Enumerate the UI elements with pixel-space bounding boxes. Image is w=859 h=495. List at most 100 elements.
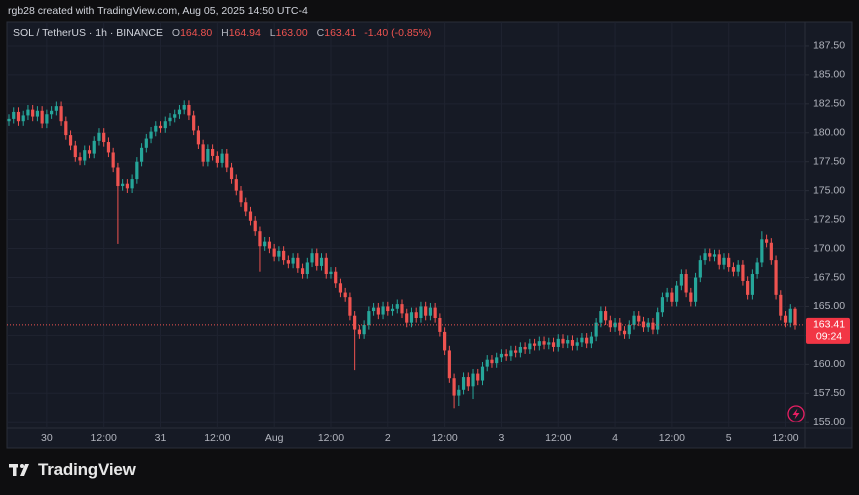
candle-body <box>400 304 404 314</box>
change: -1.40 (-0.85%) <box>364 27 432 39</box>
candle-body <box>315 253 319 266</box>
candle-body <box>755 262 759 275</box>
candle-body <box>390 308 395 312</box>
candle-body <box>144 138 148 148</box>
y-tick-label: 177.50 <box>813 156 845 168</box>
candle-body <box>106 142 111 153</box>
candle-body <box>7 118 11 122</box>
candle-body <box>111 152 115 168</box>
x-tick-label: 12:00 <box>431 432 457 444</box>
candle-body <box>196 130 200 145</box>
candle-body <box>594 322 598 337</box>
candle-body <box>499 353 504 358</box>
candle-body <box>130 179 134 189</box>
x-tick-label: 4 <box>612 432 618 444</box>
candle-body <box>367 311 371 325</box>
candle-body <box>556 338 560 347</box>
candle-body <box>570 340 575 346</box>
candle-body <box>684 274 688 293</box>
candle-body <box>362 324 366 335</box>
candle-body <box>319 257 324 266</box>
candle-body <box>329 271 333 275</box>
candle-body <box>443 331 447 351</box>
candle-body <box>604 311 608 321</box>
candle-body <box>267 241 272 249</box>
candle-body <box>585 337 589 344</box>
ohlc-key: C <box>316 27 325 39</box>
candle-body <box>698 260 702 278</box>
brand-logo <box>9 464 29 476</box>
y-tick-label: 157.50 <box>813 387 845 399</box>
candle-body <box>736 264 740 272</box>
candle-body <box>177 109 182 115</box>
candle-body <box>239 190 243 203</box>
candle-body <box>566 340 570 344</box>
candle-body <box>225 153 229 168</box>
candle-body <box>608 320 612 328</box>
candle-body <box>561 338 565 344</box>
candle-body <box>409 312 414 323</box>
candle-body <box>589 336 593 344</box>
chart-panel <box>6 21 853 449</box>
candle-body <box>618 322 622 331</box>
candle-body <box>286 260 290 264</box>
candle-body <box>532 343 537 346</box>
candle-body <box>139 147 144 162</box>
candle-body <box>750 274 754 295</box>
candle-body <box>783 315 788 323</box>
candle-body <box>182 104 186 110</box>
candle-body <box>296 257 300 269</box>
y-tick-label: 180.00 <box>813 127 845 139</box>
candle-body <box>353 315 357 330</box>
candle-body <box>258 231 262 247</box>
candle-body <box>490 359 494 364</box>
candle-body <box>376 307 380 315</box>
candle-body <box>523 346 527 350</box>
candle-body <box>87 150 92 154</box>
candle-body <box>64 121 68 136</box>
candle-body <box>703 253 707 261</box>
candle-body <box>637 315 641 322</box>
candle-body <box>31 109 35 117</box>
candle-body <box>73 145 77 158</box>
candle-body <box>764 239 769 243</box>
candle-body <box>135 161 139 180</box>
y-tick-label: 167.50 <box>813 271 845 283</box>
candle-body <box>215 155 219 163</box>
candle-body <box>35 110 40 117</box>
candle-body <box>234 179 238 191</box>
candle-body <box>206 148 210 162</box>
candle-body <box>727 257 731 268</box>
candle-body <box>746 280 750 295</box>
candle-body <box>272 248 276 257</box>
candle-body <box>68 135 73 146</box>
y-tick-label: 172.50 <box>813 213 845 225</box>
x-tick-label: 30 <box>41 432 53 444</box>
candle-body <box>158 125 163 129</box>
x-tick-label: 12:00 <box>318 432 344 444</box>
ohlc-value: 163.41 <box>324 27 357 39</box>
candle-body <box>537 341 541 346</box>
candle-body <box>651 322 655 330</box>
candle-body <box>54 106 58 111</box>
caption: rgb28 created with TradingView.com, Aug … <box>8 5 308 17</box>
candle-body <box>575 342 579 346</box>
ohlc-value: 163.00 <box>275 27 308 39</box>
candle-body <box>419 306 423 319</box>
x-tick-label: 12:00 <box>772 432 798 444</box>
candle-body <box>646 322 650 328</box>
candle-body <box>291 257 295 264</box>
candle-body <box>689 292 693 302</box>
candle-body <box>211 148 215 156</box>
x-tick-label: 12:00 <box>545 432 571 444</box>
candle-body <box>774 260 778 295</box>
candle-body <box>722 257 726 265</box>
x-tick-label: 12:00 <box>91 432 117 444</box>
candle-body <box>40 110 44 124</box>
candle-body <box>343 292 347 298</box>
candle-body <box>154 125 158 132</box>
ohlc-value: 164.94 <box>228 27 261 39</box>
candle-body <box>476 373 480 381</box>
y-tick-label: 185.00 <box>813 69 845 81</box>
